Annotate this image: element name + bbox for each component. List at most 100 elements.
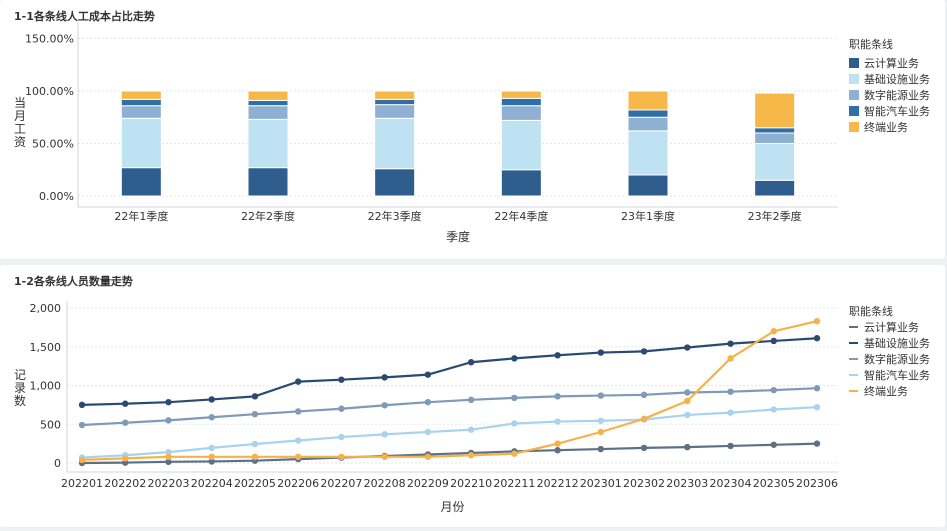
bar-segment [627, 130, 669, 176]
data-point [467, 452, 475, 459]
bar-segment [374, 98, 416, 106]
data-point [208, 458, 215, 465]
bar-segment [627, 90, 669, 111]
data-point [770, 328, 777, 335]
bar-segment [247, 105, 289, 120]
data-point [813, 440, 821, 447]
bar-segment [120, 167, 162, 197]
data-point [208, 444, 215, 452]
data-point [122, 400, 129, 407]
data-point [684, 397, 691, 405]
data-point [165, 448, 172, 456]
x-tick-label: 202304 [710, 477, 752, 490]
legend-swatch [849, 74, 859, 84]
data-point [424, 453, 432, 460]
legend-label: 智能汽车业务 [864, 368, 930, 382]
data-point [597, 445, 605, 453]
bar-segment [754, 92, 796, 129]
x-tick-label: 22年4季度 [494, 209, 548, 223]
data-point [554, 393, 561, 400]
data-point [338, 405, 345, 412]
data-point [684, 344, 691, 351]
y-axis-title-char: 月 [14, 109, 26, 123]
data-point [727, 409, 734, 416]
bar-segment [500, 90, 542, 99]
bar-segment [500, 105, 542, 121]
y-tick-label: 150.00% [25, 33, 74, 46]
x-tick-label: 202209 [407, 477, 449, 490]
bar-segment [374, 104, 416, 119]
data-point [597, 417, 605, 424]
y-axis-title-char: 工 [14, 122, 26, 136]
legend-swatch [849, 106, 859, 116]
data-point [165, 453, 172, 460]
headcount-panel: 1-2各条线人员数量走势 0 500 1,000 1,500 2,000 202201 20… [0, 265, 945, 527]
data-point [424, 398, 432, 406]
data-point [78, 456, 86, 464]
data-point [640, 444, 648, 452]
data-point [727, 388, 734, 395]
x-tick-label: 202207 [320, 477, 362, 490]
data-point [424, 371, 432, 378]
series-line [81, 337, 818, 406]
legend-title: 职能条线 [849, 304, 893, 318]
bar-segment [627, 109, 669, 118]
legend-label: 云计算业务 [864, 56, 919, 70]
data-point [511, 394, 518, 402]
data-point [640, 391, 648, 398]
bar-segment [247, 90, 289, 101]
data-point [684, 411, 691, 419]
data-point [770, 406, 777, 413]
data-point [467, 426, 475, 433]
y-axis-title-char: 录 [14, 381, 26, 395]
bar-segment [627, 116, 669, 132]
x-tick-label: 202203 [147, 477, 189, 490]
legend-label: 终端业务 [864, 384, 908, 398]
data-point [294, 437, 302, 444]
bar-segment [374, 90, 416, 100]
x-tick-label: 22年1季度 [114, 209, 168, 223]
x-tick-label: 202210 [450, 477, 492, 490]
bar-segment [120, 117, 162, 169]
x-tick-label: 202204 [191, 477, 233, 490]
data-point [294, 408, 302, 415]
data-point [511, 355, 518, 362]
bar-segment [247, 118, 289, 169]
y-tick-label: 100.00% [25, 85, 74, 98]
data-point [381, 374, 388, 381]
data-point [381, 402, 388, 409]
x-axis-title: 季度 [446, 229, 470, 244]
data-point [813, 317, 821, 325]
data-point [727, 340, 734, 347]
x-tick-label: 202305 [753, 477, 795, 490]
data-point [165, 417, 172, 424]
data-point [597, 392, 605, 399]
legend-label: 基础设施业务 [864, 73, 930, 86]
series-line [81, 442, 818, 465]
bar-segment [247, 99, 289, 107]
data-point [813, 404, 821, 411]
bar-segment [374, 168, 416, 197]
legend-label: 终端业务 [864, 120, 908, 134]
y-tick-label: 50.00% [32, 138, 74, 151]
data-point [640, 348, 648, 355]
bar-segment [754, 127, 796, 134]
data-point [640, 415, 648, 423]
data-point [597, 428, 605, 436]
data-point [208, 453, 215, 460]
x-tick-label: 202211 [493, 477, 535, 490]
data-point [467, 396, 475, 404]
series-line [81, 387, 818, 427]
x-tick-label: 23年1季度 [621, 209, 675, 223]
x-axis-title: 月份 [440, 500, 464, 514]
bar-segment [374, 117, 416, 170]
y-axis-title-char: 数 [14, 393, 26, 408]
data-point [381, 453, 388, 460]
x-tick-label: 202302 [623, 477, 665, 490]
y-tick-label: 0 [54, 457, 61, 470]
legend-label: 智能汽车业务 [864, 104, 930, 118]
data-point [251, 410, 259, 418]
data-point [554, 447, 561, 454]
data-point [554, 418, 561, 425]
